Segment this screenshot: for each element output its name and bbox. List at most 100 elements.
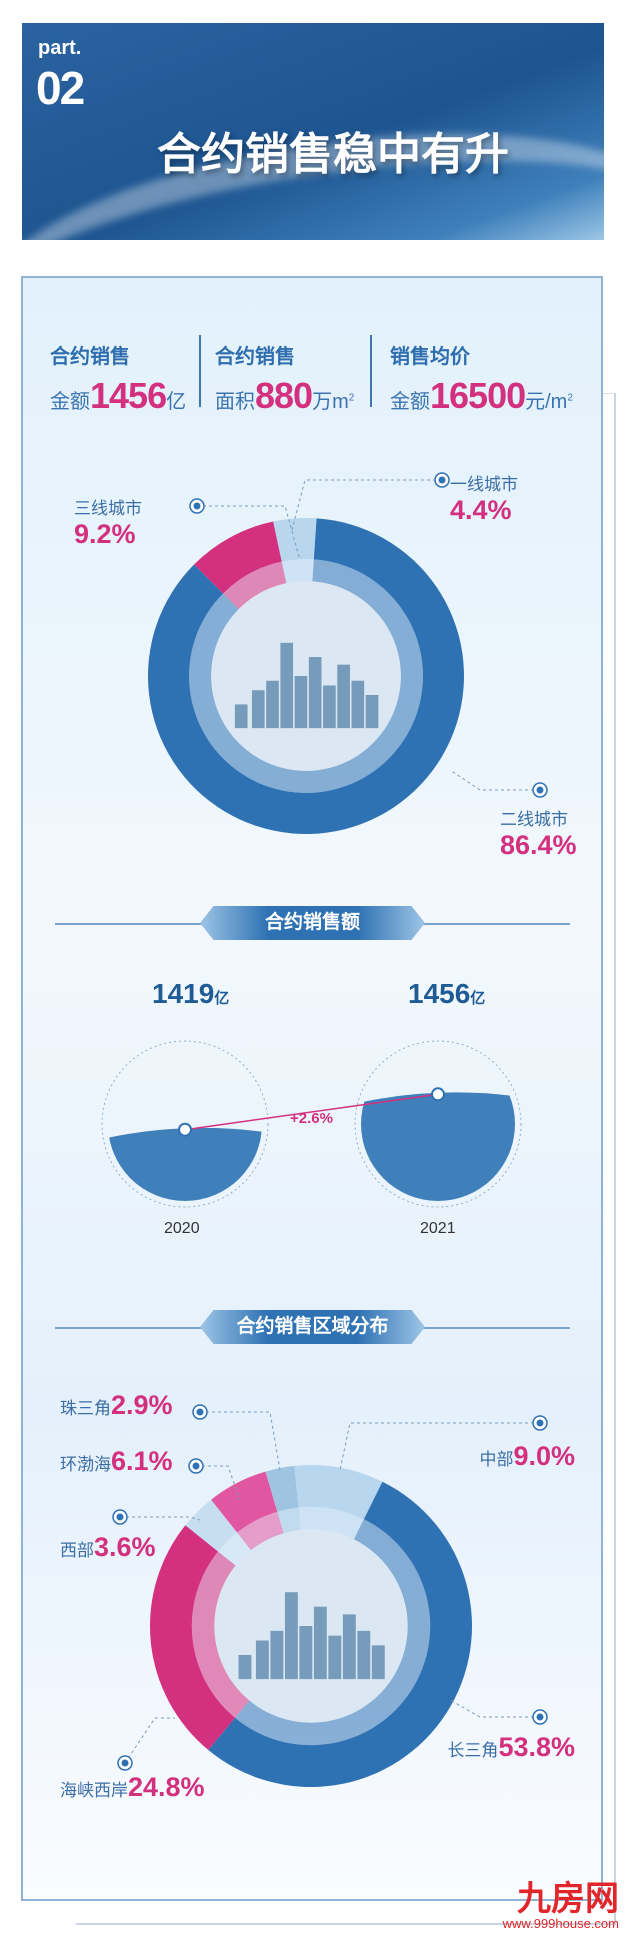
slice-label: 长三角 (447, 1741, 499, 1760)
building-shape (234, 704, 248, 729)
donut-slice (185, 1499, 238, 1552)
divider (420, 923, 570, 925)
building-shape (337, 664, 350, 729)
label-tier1: 一线城市 4.4% (450, 470, 518, 526)
value-unit: 亿 (214, 990, 230, 1007)
watermark-text: 九房网 (517, 1880, 619, 1918)
part-label: part. (38, 37, 82, 59)
circle-outline (101, 1040, 269, 1208)
donut-inner-ring (218, 1532, 252, 1566)
leader-line (339, 1422, 540, 1471)
marker-dot-icon (536, 1713, 544, 1721)
building-shape (284, 1592, 298, 1680)
leader-line (196, 1465, 241, 1501)
building-shape (270, 1630, 284, 1680)
section-title: 合约销售区域分布 (200, 1310, 425, 1344)
donut-inner-ring (235, 1519, 431, 1746)
slice-value: 24.8% (128, 1772, 205, 1802)
donut-inner-ring (298, 1506, 364, 1540)
value-2020: 1419亿 (152, 978, 229, 1010)
stat-avg-price: 销售均价 金额16500元/m2 (390, 340, 573, 417)
growth-line (184, 1093, 439, 1131)
slice-label: 海峡西岸 (60, 1781, 128, 1800)
donut-inner-ring (191, 1551, 250, 1718)
leader-line (449, 769, 540, 791)
banner-title: 合约销售稳中有升 (157, 130, 509, 179)
label-yrd: 长三角53.8% (447, 1732, 575, 1763)
building-shape (266, 680, 279, 729)
donut-slice (150, 1525, 236, 1751)
label-central: 中部9.0% (479, 1441, 575, 1472)
donut-slice (294, 1464, 383, 1520)
circle-outline (354, 1040, 522, 1208)
marker-dot-icon (438, 476, 446, 484)
building-shape (308, 657, 322, 729)
marker-dot-icon (536, 786, 544, 794)
marker-dot-icon (196, 1408, 204, 1416)
donut-slice (208, 1481, 472, 1787)
building-shape (280, 642, 294, 729)
stat-value: 880 (255, 375, 313, 416)
section-header-region: 合约销售区域分布 (55, 1310, 570, 1344)
stat-prefix: 金额 (390, 391, 430, 413)
label-west-strait: 海峡西岸24.8% (60, 1772, 205, 1803)
leader-line (449, 1699, 540, 1718)
slice-value: 4.4% (450, 495, 512, 525)
marker-dot-icon (121, 1759, 129, 1767)
leader-line (200, 1411, 281, 1471)
stat-unit: 元/m (525, 391, 568, 413)
stat-title: 合约销售 (215, 346, 295, 368)
stat-sup: 2 (348, 392, 355, 404)
building-shape (251, 690, 265, 729)
slice-value: 86.4% (500, 830, 577, 860)
value-2021: 1456亿 (408, 978, 485, 1010)
year-2021: 2021 (420, 1220, 456, 1237)
slice-value: 9.0% (513, 1441, 575, 1471)
stat-unit: 亿 (166, 391, 187, 413)
divider (370, 335, 372, 407)
watermark-logo: 九房网 www.999house.com (503, 1882, 619, 1931)
water-fill (108, 1127, 262, 1201)
slice-label: 二线城市 (500, 810, 568, 829)
slice-value: 2.9% (111, 1390, 173, 1420)
value-text: 1419 (152, 978, 215, 1009)
leader-line (124, 1717, 175, 1764)
label-prd: 珠三角2.9% (60, 1390, 173, 1421)
slice-label: 中部 (479, 1450, 514, 1469)
slice-label: 三线城市 (74, 499, 142, 518)
donut-inner-ring (223, 561, 287, 610)
growth-point (178, 1122, 192, 1137)
donut-slice (211, 1471, 278, 1533)
building-shape (313, 1606, 327, 1680)
marker-dot-icon (192, 1462, 200, 1470)
donut-inner-ring (281, 559, 314, 584)
value-unit: 亿 (470, 990, 486, 1007)
slice-value: 3.6% (94, 1532, 156, 1562)
leader-line (120, 1516, 201, 1521)
stat-title: 销售均价 (390, 346, 470, 368)
water-fill (361, 1092, 515, 1201)
stat-unit: 万m (312, 391, 349, 413)
building-shape (365, 694, 379, 729)
donut-slice (273, 518, 317, 562)
growth-point (431, 1087, 445, 1102)
building-shape (328, 1635, 342, 1680)
building-shape (255, 1640, 269, 1680)
slice-label: 珠三角 (60, 1399, 111, 1418)
growth-rate: +2.6% (290, 1110, 333, 1127)
stat-prefix: 金额 (50, 391, 90, 413)
slice-label: 一线城市 (450, 475, 518, 494)
donut-slice (265, 1465, 299, 1512)
label-bohai: 环渤海6.1% (60, 1446, 173, 1477)
slice-value: 53.8% (498, 1732, 575, 1762)
marker-dot-icon (116, 1513, 124, 1521)
value-text: 1456 (408, 978, 471, 1009)
building-shape (323, 685, 336, 729)
donut-slice (194, 521, 282, 594)
divider (420, 1327, 570, 1329)
slice-label: 环渤海 (60, 1455, 111, 1474)
label-tier3: 三线城市 9.2% (74, 494, 142, 550)
building-shape (238, 1654, 252, 1680)
watermark-url: www.999house.com (502, 1916, 619, 1931)
building-shape (357, 1630, 371, 1680)
